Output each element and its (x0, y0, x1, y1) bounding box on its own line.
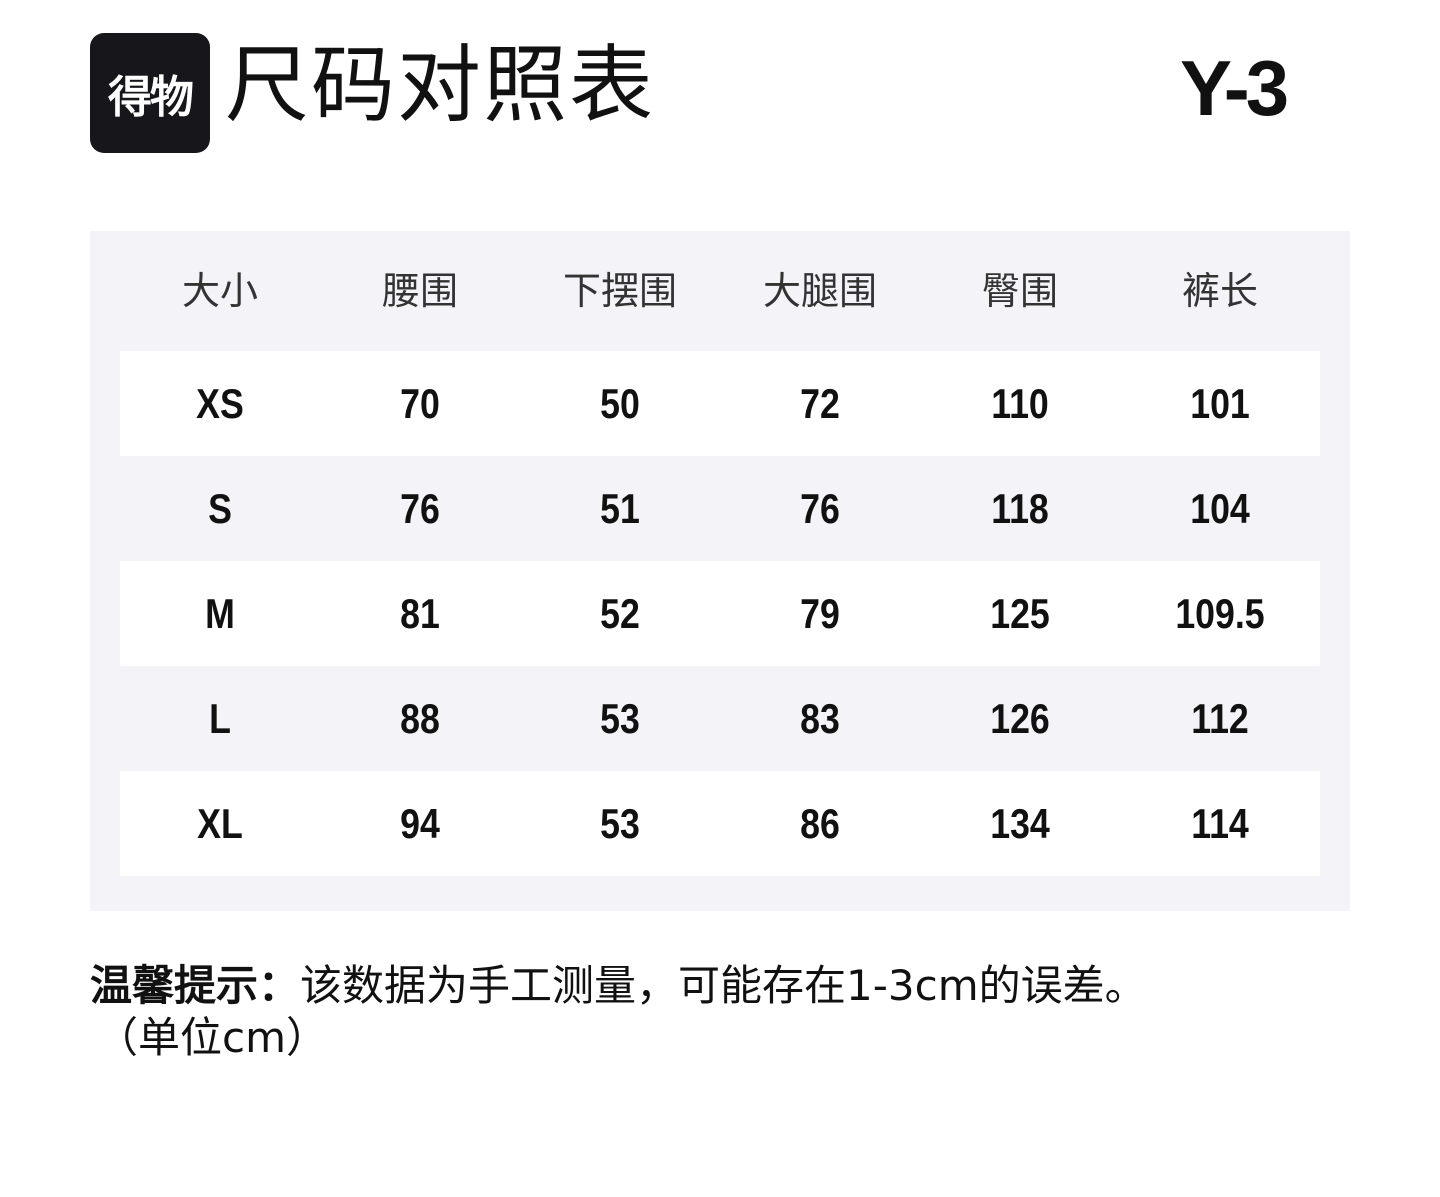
table-row: XL 94 53 86 134 114 (120, 771, 1320, 876)
table-cell: 53 (600, 695, 640, 742)
table-cell: 114 (1191, 800, 1249, 847)
column-header: 大腿围 (762, 269, 877, 313)
table-cell: 86 (800, 800, 840, 847)
table-cell: 94 (400, 800, 440, 847)
brand-logo: Y-3 (1180, 44, 1289, 132)
table-cell: 72 (800, 380, 840, 427)
tip-label: 温馨提示： (90, 961, 301, 1010)
table-cell: 110 (991, 380, 1049, 427)
dewu-logo: 得物 (90, 33, 210, 153)
column-header: 腰围 (381, 269, 458, 313)
table-row: XS 70 50 72 110 101 (120, 351, 1320, 456)
table-cell: 104 (1190, 485, 1250, 532)
table-cell: 76 (800, 485, 840, 532)
table-cell: 52 (600, 590, 640, 637)
column-header: 大小 (181, 269, 258, 313)
table-cell: 70 (400, 380, 440, 427)
column-header: 臀围 (981, 269, 1058, 313)
table-cell: XL (197, 800, 243, 847)
logo-text: 得物 (108, 72, 194, 123)
size-table: 大小 腰围 下摆围 大腿围 臀围 裤长 XS 70 50 72 110 101 S 76 51 7… (90, 231, 1350, 911)
table-row: L 88 53 83 126 112 (120, 666, 1320, 771)
table-cell: 79 (800, 590, 840, 637)
table-header: 大小 腰围 下摆围 大腿围 臀围 裤长 (120, 231, 1320, 351)
page-title: 尺码对照表 (225, 36, 656, 134)
table-cell: XS (196, 380, 244, 427)
table-cell: 76 (400, 485, 440, 532)
table-cell: 126 (990, 695, 1050, 742)
table-cell: M (205, 590, 235, 637)
table-cell: S (208, 485, 232, 532)
table-cell: 109.5 (1175, 590, 1265, 637)
table-cell: 53 (600, 800, 640, 847)
table-cell: 134 (990, 800, 1050, 847)
table-cell: 125 (990, 590, 1050, 637)
table-row: S 76 51 76 118 104 (120, 456, 1320, 561)
tip-note: 温馨提示：该数据为手工测量，可能存在1-3cm的误差。 (90, 962, 1390, 1010)
table-row: M 81 52 79 125 109.5 (120, 561, 1320, 666)
column-header: 下摆围 (562, 269, 677, 313)
table-cell: 51 (600, 485, 640, 532)
table-cell: 81 (400, 590, 440, 637)
table-cell: 83 (800, 695, 840, 742)
unit-note: （单位cm） (96, 1013, 329, 1062)
table-cell: L (209, 695, 231, 742)
table-cell: 50 (600, 380, 640, 427)
tip-text: 该数据为手工测量，可能存在1-3cm的误差。 (300, 961, 1147, 1010)
column-header: 裤长 (1181, 269, 1258, 313)
table-cell: 112 (1191, 695, 1249, 742)
table-cell: 118 (991, 485, 1049, 532)
table-cell: 101 (1190, 380, 1250, 427)
table-cell: 88 (400, 695, 440, 742)
